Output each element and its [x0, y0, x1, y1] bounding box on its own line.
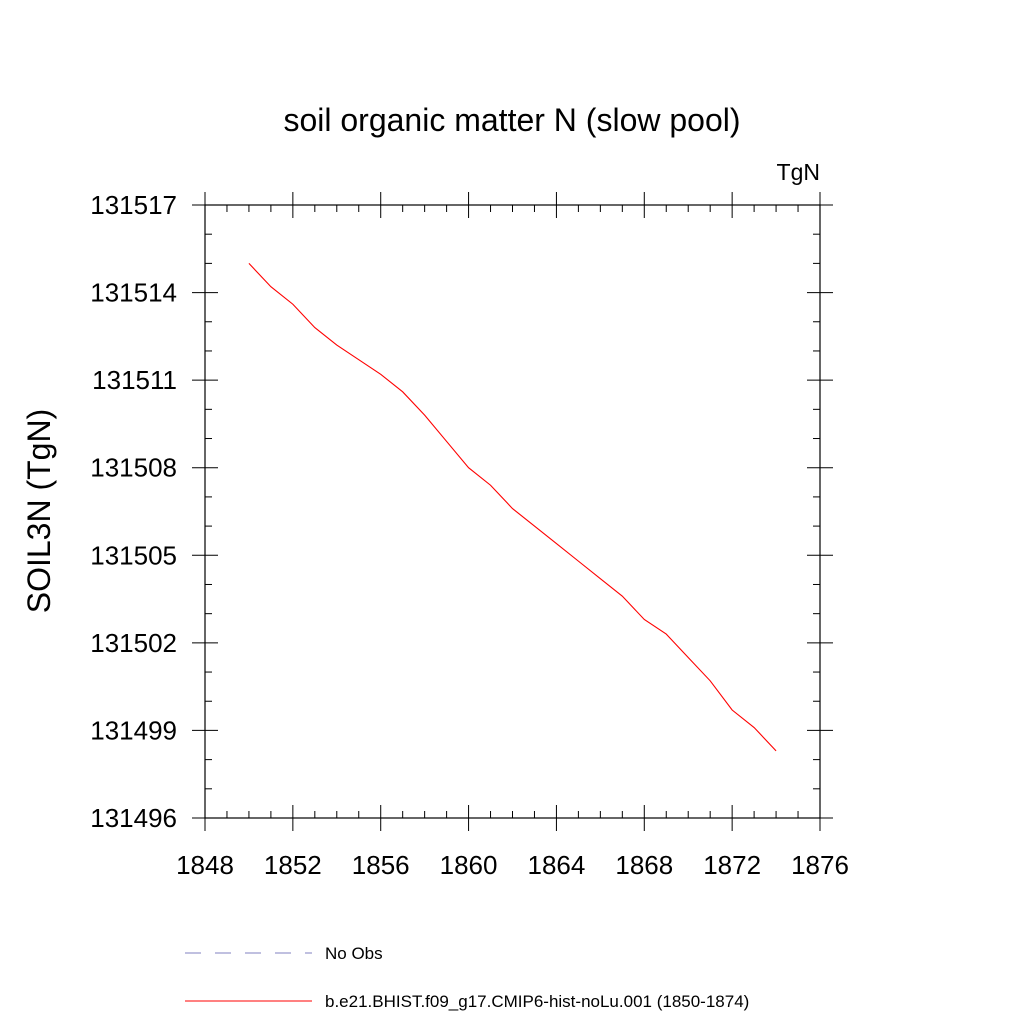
y-tick-label: 131505 [90, 540, 177, 570]
plot-frame [204, 204, 821, 819]
y-tick-labels: 131496 131499 131502 131505 131508 131511 1315… [90, 190, 177, 833]
legend-label-1: b.e21.BHIST.f09_g17.CMIP6-hist-noLu.001 … [325, 992, 749, 1011]
units-label: TgN [777, 159, 820, 185]
x-tick-labels: 1848 1852 1856 1860 1864 1868 1872 1876 [176, 850, 849, 880]
series-line-1 [248, 263, 777, 752]
x-tick-label: 1860 [440, 850, 498, 880]
x-tick-label: 1852 [264, 850, 322, 880]
legend: No Obs b.e21.BHIST.f09_g17.CMIP6-hist-noL… [185, 944, 749, 1011]
x-tick-label: 1864 [528, 850, 586, 880]
x-tick-label: 1876 [791, 850, 849, 880]
y-tick-label: 131514 [90, 278, 177, 308]
y-tick-label: 131517 [90, 190, 177, 220]
y-tick-label: 131499 [90, 715, 177, 745]
y-axis-label: SOIL3N (TgN) [21, 409, 57, 613]
x-tick-label: 1856 [352, 850, 410, 880]
x-tick-label: 1868 [615, 850, 673, 880]
x-tick-label: 1848 [176, 850, 234, 880]
chart-title: soil organic matter N (slow pool) [283, 102, 740, 138]
axis-ticks [192, 192, 833, 831]
y-tick-label: 131508 [90, 453, 177, 483]
y-tick-label: 131502 [90, 628, 177, 658]
legend-label-0: No Obs [325, 944, 383, 963]
series-lines [248, 263, 777, 752]
x-tick-label: 1872 [703, 850, 761, 880]
y-tick-label: 131511 [92, 365, 177, 395]
y-tick-label: 131496 [90, 803, 177, 833]
